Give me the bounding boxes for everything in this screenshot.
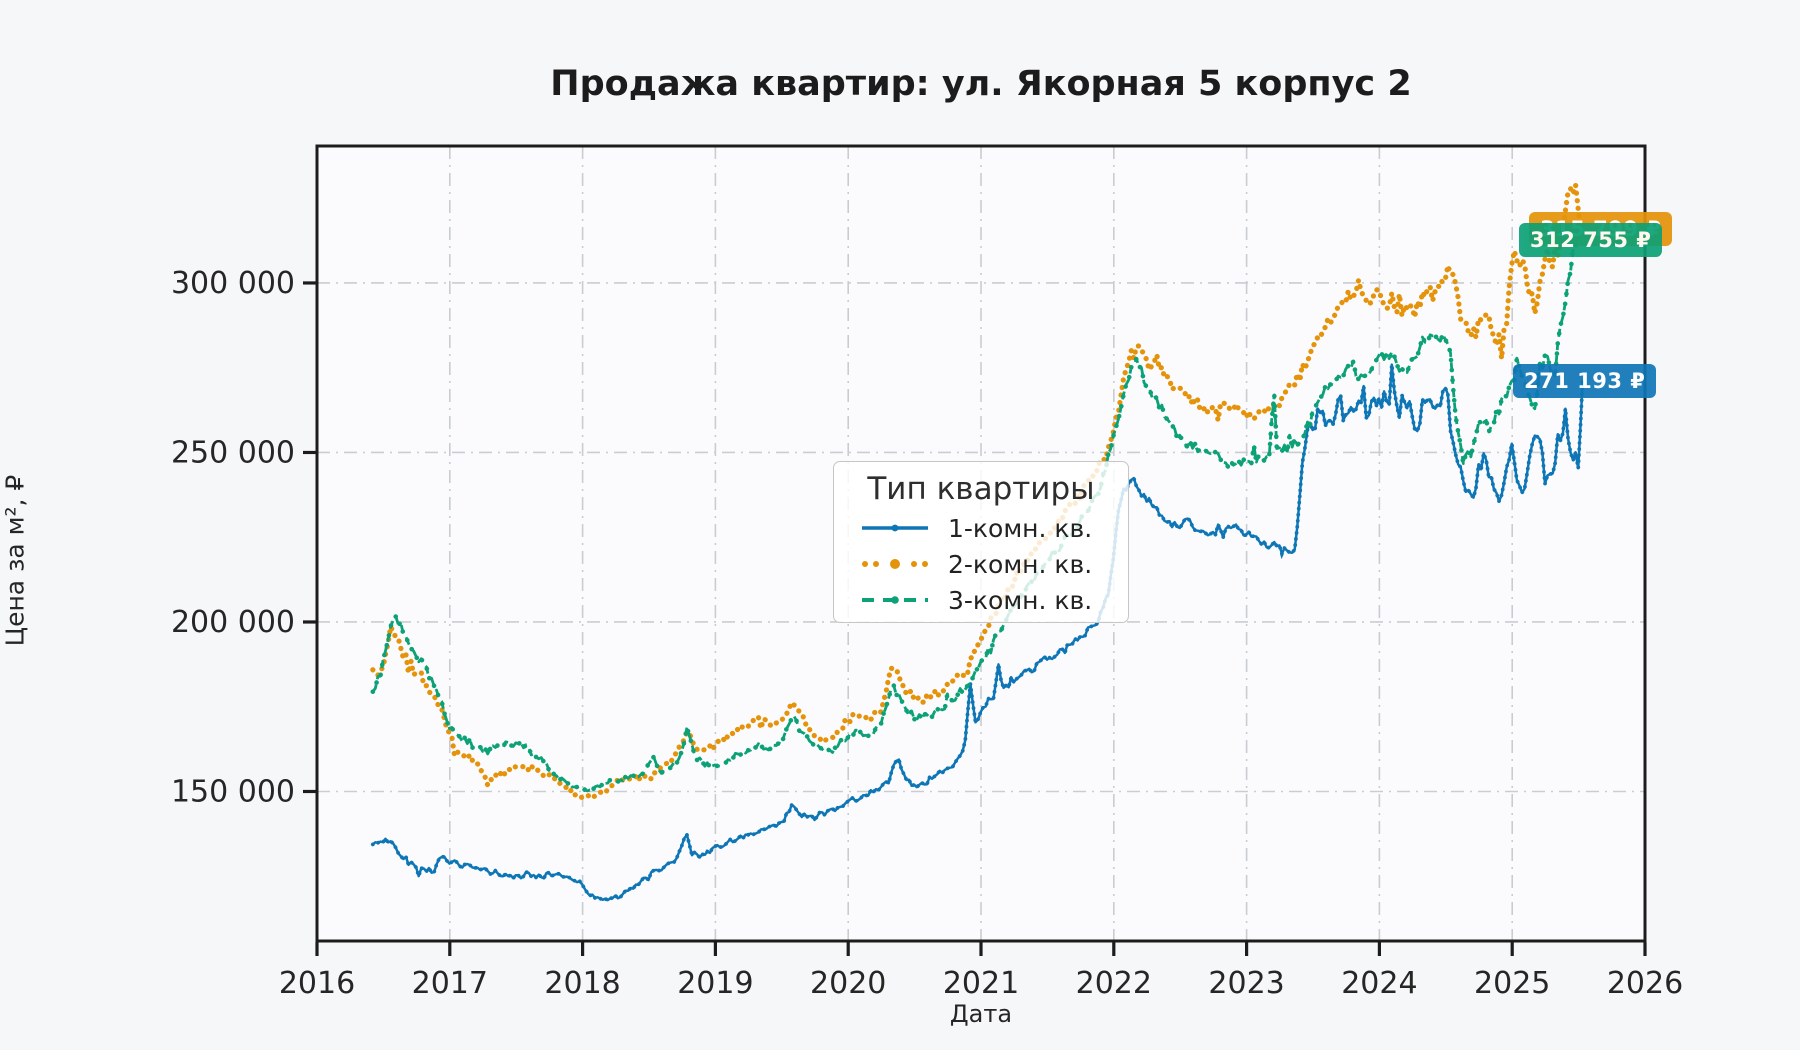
legend-item-2: 2-комн. кв. (844, 546, 1118, 582)
legend-title: Тип квартиры (867, 471, 1095, 507)
y-axis-label: Цена за м², ₽ (0, 474, 30, 647)
x-tick-label: 2021 (943, 966, 1019, 1001)
x-tick-label: 2020 (810, 966, 886, 1001)
legend-items: 1-комн. кв. 2-комн. кв. 3-комн. кв. (844, 510, 1118, 618)
legend-label: 2-комн. кв. (948, 549, 1093, 579)
series-1 (370, 363, 1585, 903)
x-tick-label: 2023 (1208, 966, 1284, 1001)
y-tick-label: 150 000 (171, 774, 295, 809)
legend-item-1: 1-комн. кв. (844, 510, 1118, 546)
series-group (370, 182, 1586, 903)
y-tick-label: 300 000 (171, 266, 295, 301)
x-tick-label: 2018 (544, 966, 620, 1001)
x-tick-label: 2026 (1607, 966, 1683, 1001)
legend-label: 1-комн. кв. (948, 513, 1093, 543)
legend-item-3: 3-комн. кв. (844, 582, 1118, 618)
legend-line-sample (862, 524, 928, 532)
x-tick-label: 2017 (412, 966, 488, 1001)
x-axis-label: Дата (949, 1000, 1013, 1028)
end-value-label-3: 312 755 ₽ (1519, 222, 1663, 257)
legend-line-sample (862, 559, 928, 569)
series-3 (370, 222, 1585, 794)
x-tick-label: 2025 (1474, 966, 1550, 1001)
end-value-label-1: 271 193 ₽ (1513, 363, 1657, 398)
y-tick-label: 250 000 (171, 435, 295, 470)
tick-labels: 2016 2017 2018 2019 2020 2021 2022 2023 2024 2025… (171, 266, 1683, 1001)
x-tick-label: 2022 (1076, 966, 1152, 1001)
x-tick-label: 2019 (677, 966, 753, 1001)
x-tick-label: 2016 (279, 966, 355, 1001)
tick-marks (303, 281, 1647, 956)
legend-line-sample (862, 596, 928, 604)
series-2 (370, 182, 1586, 801)
legend: Тип квартиры 1-комн. кв. 2-комн. кв. 3-ком… (833, 461, 1129, 623)
chart-title: Продажа квартир: ул. Якорная 5 корпус 2 (550, 64, 1412, 104)
axes-spines (315, 144, 1647, 943)
y-tick-label: 200 000 (171, 605, 295, 640)
x-tick-label: 2024 (1341, 966, 1417, 1001)
legend-label: 3-комн. кв. (948, 585, 1093, 615)
